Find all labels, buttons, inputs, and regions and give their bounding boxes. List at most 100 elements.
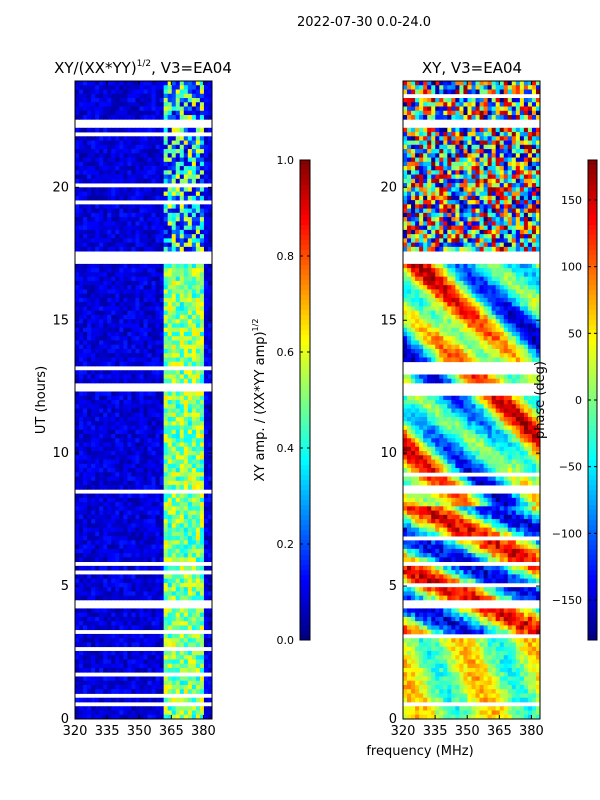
- amplitude-cell: [207, 395, 213, 401]
- amplitude-cell: [127, 140, 132, 146]
- amplitude-cell: [195, 595, 201, 601]
- amplitude-cell: [179, 540, 185, 546]
- amplitude-cell: [187, 306, 193, 312]
- amplitude-cell: [203, 85, 209, 90]
- amplitude-cell: [167, 565, 173, 571]
- amplitude-cell: [163, 229, 169, 235]
- phase-cell: [431, 85, 436, 90]
- amplitude-cell: [183, 578, 189, 584]
- amplitude-cell: [115, 212, 120, 218]
- amplitude-cell: [119, 565, 124, 571]
- amplitude-cell: [183, 136, 189, 141]
- amplitude-cell: [159, 523, 165, 528]
- colorbar-segment: [300, 290, 310, 296]
- amplitude-cell: [195, 395, 201, 401]
- amplitude-cell: [207, 438, 213, 443]
- amplitude-cell: [75, 667, 80, 673]
- phase-cell: [495, 98, 501, 103]
- amplitude-cell: [195, 225, 201, 231]
- amplitude-cell: [83, 667, 88, 673]
- amplitude-cell: [107, 234, 112, 239]
- amplitude-cell: [87, 463, 92, 469]
- amplitude-cell: [139, 297, 144, 303]
- amplitude-cell: [107, 485, 112, 490]
- phase-cell: [455, 115, 460, 120]
- amplitude-cell: [87, 557, 92, 563]
- amplitude-cell: [123, 238, 128, 244]
- amplitude-cell: [87, 425, 92, 431]
- amplitude-cell: [203, 608, 209, 614]
- amplitude-cell: [203, 519, 209, 524]
- amplitude-cell: [139, 361, 144, 367]
- amplitude-cell: [79, 421, 84, 426]
- amplitude-cell: [203, 710, 209, 716]
- amplitude-cell: [207, 642, 213, 648]
- amplitude-cell: [195, 616, 201, 622]
- phase-cell: [471, 106, 476, 112]
- x-tick-label: 335: [95, 724, 120, 739]
- amplitude-cell: [147, 276, 152, 282]
- amplitude-cell: [143, 536, 148, 541]
- amplitude-cell: [91, 234, 96, 239]
- amplitude-cell: [131, 642, 136, 648]
- amplitude-cell: [123, 476, 128, 482]
- amplitude-cell: [95, 314, 100, 320]
- amplitude-cell: [151, 98, 156, 103]
- amplitude-cell: [159, 536, 165, 541]
- amplitude-cell: [179, 442, 185, 448]
- amplitude-cell: [119, 714, 124, 720]
- amplitude-cell: [115, 684, 120, 690]
- amplitude-cell: [95, 102, 100, 107]
- amplitude-cell: [87, 89, 92, 95]
- amplitude-cell: [127, 400, 132, 405]
- amplitude-cell: [135, 378, 140, 384]
- amplitude-cell: [75, 697, 80, 703]
- amplitude-cell: [183, 225, 189, 231]
- amplitude-cell: [155, 323, 161, 329]
- amplitude-cell: [199, 608, 205, 614]
- amplitude-cell: [79, 136, 84, 141]
- amplitude-cell: [147, 587, 152, 592]
- amplitude-cell: [139, 229, 144, 235]
- amplitude-cell: [123, 642, 128, 648]
- amplitude-cell: [91, 697, 96, 703]
- amplitude-cell: [139, 417, 144, 422]
- amplitude-cell: [139, 689, 144, 694]
- amplitude-cell: [131, 246, 136, 252]
- amplitude-cell: [115, 710, 120, 716]
- amplitude-cell: [171, 391, 177, 397]
- amplitude-cell: [143, 85, 148, 90]
- colorbar-segment: [300, 490, 310, 496]
- phase-cell: [499, 106, 505, 112]
- amplitude-cell: [203, 548, 209, 554]
- amplitude-cell: [151, 153, 156, 158]
- phase-cell: [455, 81, 460, 86]
- amplitude-cell: [151, 336, 156, 341]
- phase-cell: [531, 102, 537, 107]
- colorbar-segment: [300, 400, 310, 406]
- amplitude-cell: [207, 655, 213, 660]
- amplitude-cell: [167, 357, 173, 363]
- amplitude-cell: [187, 263, 193, 269]
- amplitude-cell: [199, 412, 205, 418]
- amplitude-cell: [135, 314, 140, 320]
- amplitude-cell: [159, 527, 165, 533]
- amplitude-cell: [111, 574, 116, 580]
- phase-cell: [507, 127, 513, 133]
- amplitude-cell: [95, 161, 100, 167]
- amplitude-cell: [107, 455, 112, 460]
- amplitude-cell: [95, 429, 100, 435]
- amplitude-cell: [123, 425, 128, 431]
- amplitude-cell: [143, 697, 148, 703]
- amplitude-cell: [159, 234, 165, 239]
- amplitude-cell: [163, 480, 169, 486]
- colorbar-segment: [300, 395, 310, 401]
- amplitude-cell: [151, 591, 156, 597]
- amplitude-cell: [91, 136, 96, 141]
- phase-cell: [495, 81, 501, 86]
- amplitude-cell: [127, 319, 132, 324]
- phase-cell: [423, 136, 428, 141]
- amplitude-cell: [135, 557, 140, 563]
- amplitude-cell: [115, 85, 120, 90]
- amplitude-cell: [95, 323, 100, 329]
